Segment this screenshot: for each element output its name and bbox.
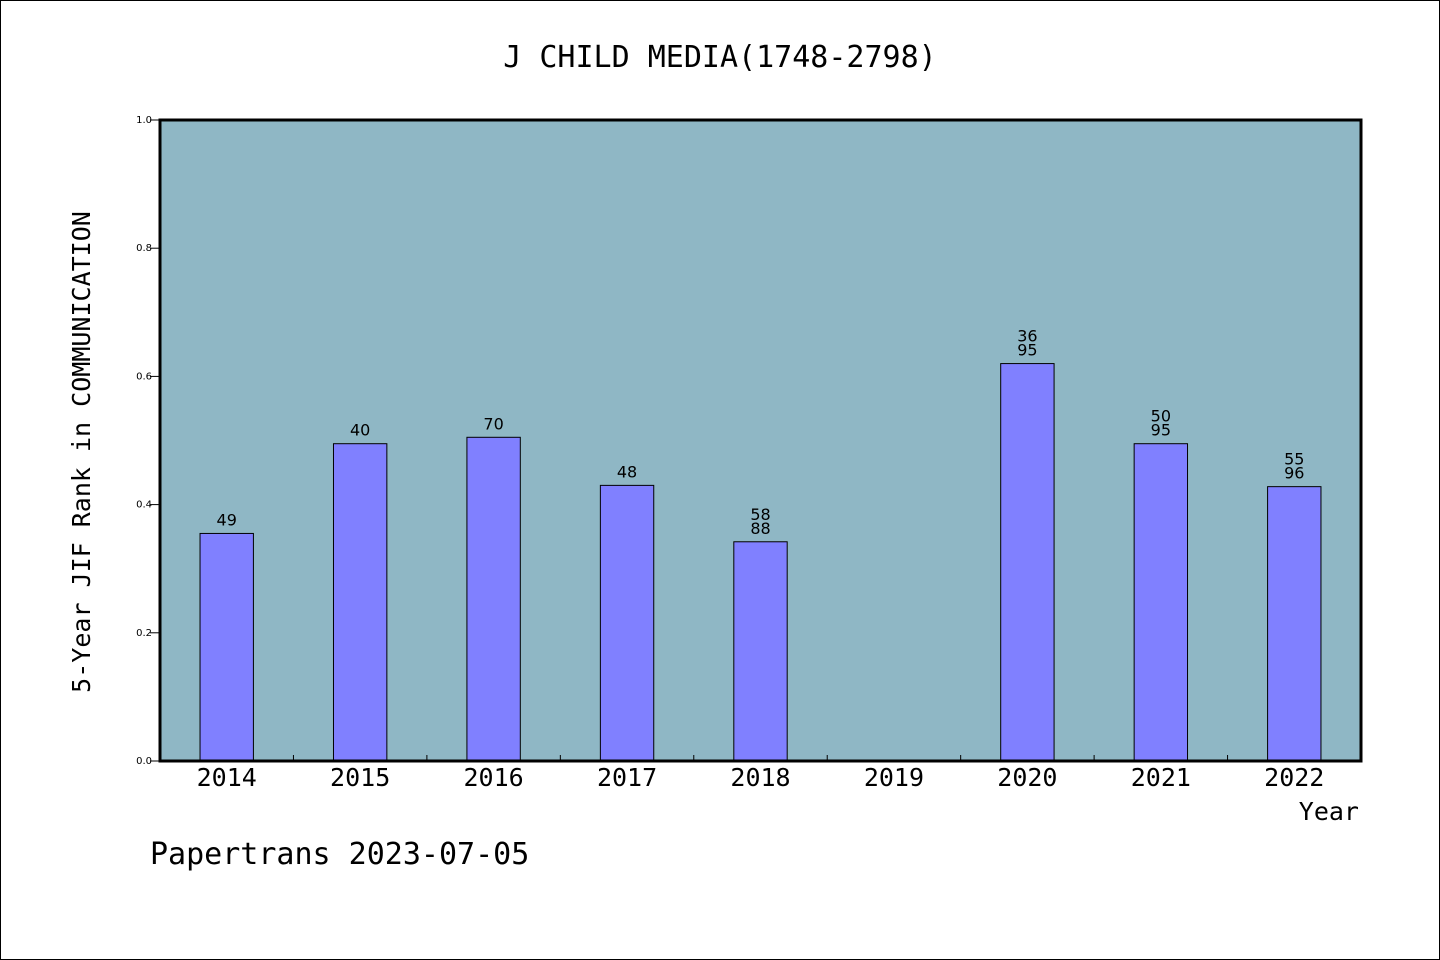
bars-layer	[199, 363, 1322, 762]
bar-2018	[733, 541, 788, 762]
y-tick-label: 0.6	[136, 371, 152, 382]
y-axis: 0.0 0.2 0.4 0.6 0.8 1.0	[136, 115, 160, 767]
x-tick-label: 2020	[997, 763, 1057, 792]
x-tick-label: 2014	[197, 763, 257, 792]
y-tick-label: 0.8	[136, 243, 152, 254]
x-tick-label: 2018	[730, 763, 790, 792]
plot-border	[158, 118, 1363, 763]
chart-title: J CHILD MEDIA(1748-2798)	[503, 40, 936, 75]
bar-2016	[466, 436, 521, 762]
data-label: 48	[617, 462, 637, 481]
y-tick-label: 0.0	[136, 756, 152, 767]
bar-2015	[332, 443, 388, 762]
x-tick-label: 2017	[597, 763, 657, 792]
x-axis: 2014 2015 2016 2017 2018 2019 2020 2021 2022	[197, 755, 1324, 792]
data-label: 49	[217, 510, 237, 529]
data-label: 88	[750, 519, 770, 538]
bar-2014	[199, 532, 254, 762]
data-label: 58	[750, 505, 770, 524]
bar-2017	[599, 484, 655, 762]
data-label: 95	[1017, 341, 1037, 360]
x-tick-label: 2019	[864, 763, 924, 792]
footer-watermark: Papertrans 2023-07-05	[150, 837, 529, 872]
bar-2020	[1000, 363, 1055, 762]
data-label: 55	[1284, 450, 1304, 469]
y-axis-label: 5-Year JIF Rank in COMMUNICATION	[67, 211, 96, 693]
data-label: 50	[1151, 407, 1171, 426]
data-label: 36	[1017, 327, 1037, 346]
y-tick-label: 0.2	[136, 628, 152, 639]
data-label: 95	[1151, 421, 1171, 440]
data-label: 70	[483, 414, 503, 433]
x-axis-label: Year	[1299, 797, 1359, 826]
y-tick-label: 1.0	[136, 115, 152, 126]
x-tick-label: 2016	[464, 763, 524, 792]
bar-2022	[1267, 486, 1322, 762]
x-tick-label: 2022	[1264, 763, 1324, 792]
y-tick-label: 0.4	[136, 500, 152, 511]
x-tick-label: 2021	[1131, 763, 1191, 792]
x-tick-label: 2015	[330, 763, 390, 792]
data-label: 40	[350, 421, 370, 440]
data-label: 96	[1284, 464, 1304, 483]
bar-2021	[1133, 443, 1189, 762]
